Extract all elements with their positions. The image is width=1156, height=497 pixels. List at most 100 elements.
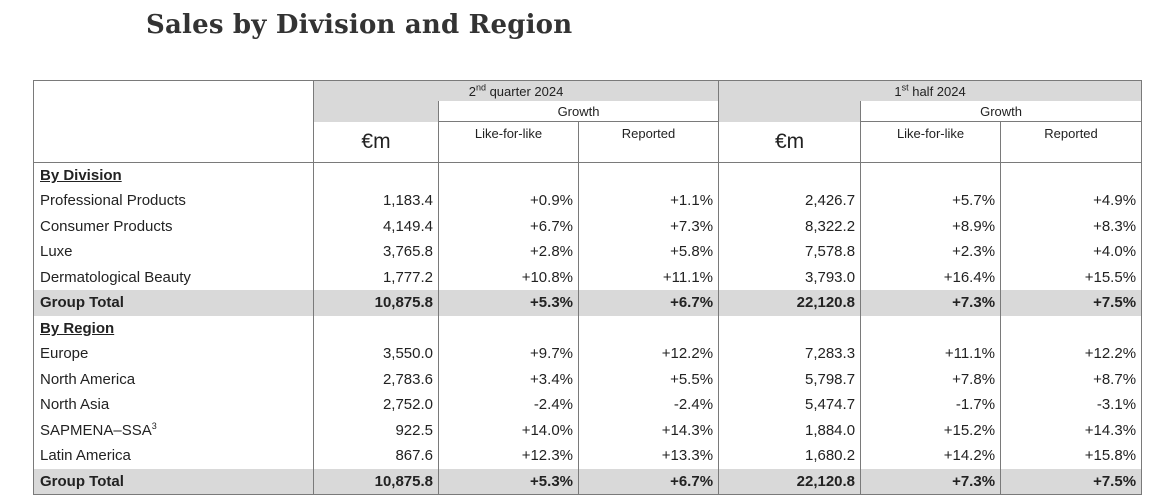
table-cell: +14.0% [438, 417, 579, 443]
table-row: Consumer Products 4,149.4 +6.7% +7.3% 8,… [33, 213, 1143, 239]
header-shade-cell [313, 101, 439, 122]
row-label: Consumer Products [33, 213, 314, 239]
footnote-marker: 3 [151, 420, 157, 431]
table-cell: +11.1% [577, 264, 719, 290]
table-cell: +8.9% [860, 213, 1001, 239]
period-header-q2: 2nd quarter 2024 [312, 80, 719, 101]
table-cell: +9.7% [438, 341, 579, 367]
row-label: North America [33, 366, 314, 392]
table-cell: +7.8% [860, 366, 1001, 392]
table-cell: -2.4% [577, 392, 719, 418]
table-cell: 2,783.6 [313, 366, 439, 392]
table-cell: +6.7% [438, 213, 579, 239]
table-cell: 22,120.8 [718, 290, 861, 316]
table-cell: +7.5% [1000, 468, 1143, 495]
table-row: North America 2,783.6 +3.4% +5.5% 5,798.… [33, 366, 1143, 392]
row-label: Group Total [33, 290, 314, 316]
row-label: Europe [33, 341, 314, 367]
table-cell: +14.3% [1000, 417, 1143, 443]
reported-header-h1: Reported [1000, 121, 1143, 163]
table-cell: +10.8% [438, 264, 579, 290]
growth-header-q2: Growth [437, 101, 719, 122]
table-cell: +5.3% [438, 290, 579, 316]
section-heading-region: By Region [33, 315, 314, 341]
currency-header-q2: €m [313, 121, 439, 163]
table-cell: 5,474.7 [718, 392, 861, 418]
table-cell: +0.9% [438, 188, 579, 214]
currency-header-h1: €m [718, 121, 861, 163]
table-cell: +7.5% [1000, 290, 1143, 316]
period-header-h1: 1st half 2024 [718, 80, 1143, 101]
table-row: Latin America 867.6 +12.3% +13.3% 1,680.… [33, 443, 1143, 469]
table-cell: +4.9% [1000, 188, 1143, 214]
table-cell: +1.1% [577, 188, 719, 214]
growth-header-h1: Growth [860, 101, 1143, 122]
table-cell: +7.3% [577, 213, 719, 239]
table-cell: +14.2% [860, 443, 1001, 469]
table-row: Dermatological Beauty 1,777.2 +10.8% +11… [33, 264, 1143, 290]
table-cell: +8.7% [1000, 366, 1143, 392]
table-cell: +7.3% [860, 290, 1001, 316]
row-label: SAPMENA–SSA3 [33, 417, 314, 443]
table-cell: 22,120.8 [718, 468, 861, 495]
row-label: Professional Products [33, 188, 314, 214]
table-cell: 10,875.8 [313, 290, 439, 316]
table-cell: +16.4% [860, 264, 1001, 290]
table-cell: +12.2% [1000, 341, 1143, 367]
table-row: North Asia 2,752.0 -2.4% -2.4% 5,474.7 -… [33, 392, 1143, 418]
row-label: Latin America [33, 443, 314, 469]
group-total-row-division: Group Total 10,875.8 +5.3% +6.7% 22,120.… [33, 290, 1143, 316]
table-cell: +5.3% [438, 468, 579, 495]
table-cell: 7,283.3 [718, 341, 861, 367]
table-cell: +15.8% [1000, 443, 1143, 469]
table-cell: -2.4% [438, 392, 579, 418]
table-cell: 10,875.8 [313, 468, 439, 495]
table-cell: +14.3% [577, 417, 719, 443]
table-cell: +3.4% [438, 366, 579, 392]
page-title: Sales by Division and Region [146, 10, 573, 40]
table-cell: +11.1% [860, 341, 1001, 367]
table-cell: +2.3% [860, 239, 1001, 265]
table-cell: +12.2% [577, 341, 719, 367]
table-row: Europe 3,550.0 +9.7% +12.2% 7,283.3 +11.… [33, 341, 1143, 367]
table-row: Professional Products 1,183.4 +0.9% +1.1… [33, 188, 1143, 214]
table-row: SAPMENA–SSA3 922.5 +14.0% +14.3% 1,884.0… [33, 417, 1143, 443]
table-cell: +15.2% [860, 417, 1001, 443]
table-cell: 3,765.8 [313, 239, 439, 265]
table-cell: +5.7% [860, 188, 1001, 214]
lfl-header-q2: Like-for-like [438, 121, 579, 163]
table-cell: 922.5 [313, 417, 439, 443]
table-cell: 4,149.4 [313, 213, 439, 239]
group-total-row-region: Group Total 10,875.8 +5.3% +6.7% 22,120.… [33, 468, 1143, 495]
row-label: Dermatological Beauty [33, 264, 314, 290]
table-cell: +6.7% [577, 468, 719, 495]
row-label: Group Total [33, 468, 314, 495]
table-cell: +15.5% [1000, 264, 1143, 290]
table-cell: 1,884.0 [718, 417, 861, 443]
table-cell: +5.5% [577, 366, 719, 392]
table-cell: 2,752.0 [313, 392, 439, 418]
reported-header-q2: Reported [577, 121, 719, 163]
table-cell: 2,426.7 [718, 188, 861, 214]
table-cell: 7,578.8 [718, 239, 861, 265]
table-cell: +13.3% [577, 443, 719, 469]
row-label: Luxe [33, 239, 314, 265]
table-cell: +2.8% [438, 239, 579, 265]
lfl-header-h1: Like-for-like [860, 121, 1001, 163]
table-cell: +12.3% [438, 443, 579, 469]
table-cell: 1,777.2 [313, 264, 439, 290]
table-cell: +7.3% [860, 468, 1001, 495]
row-label: North Asia [33, 392, 314, 418]
table-cell: +6.7% [577, 290, 719, 316]
sales-table: 2nd quarter 2024 1st half 2024 Growth Gr… [33, 80, 1143, 495]
table-cell: +5.8% [577, 239, 719, 265]
table-cell: 5,798.7 [718, 366, 861, 392]
table-cell: 8,322.2 [718, 213, 861, 239]
table-cell: +4.0% [1000, 239, 1143, 265]
table-cell: +8.3% [1000, 213, 1143, 239]
header-shade-cell [718, 101, 861, 122]
table-cell: 3,793.0 [718, 264, 861, 290]
table-cell: -1.7% [860, 392, 1001, 418]
section-heading-division: By Division [33, 162, 314, 188]
table-cell: 867.6 [313, 443, 439, 469]
